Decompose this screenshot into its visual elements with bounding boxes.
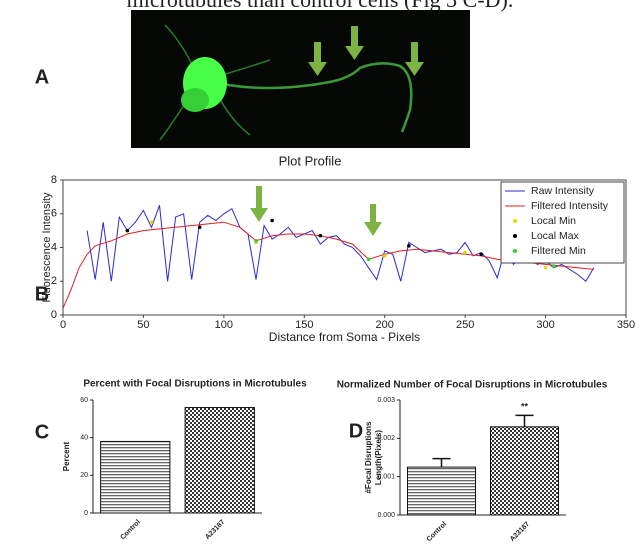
- y-axis-label: Length(Pixels): [374, 430, 383, 485]
- legend-swatch: [513, 234, 517, 238]
- significance-label: **: [521, 402, 529, 412]
- error-bar: [515, 414, 534, 427]
- panel-label: C: [35, 421, 49, 443]
- x-tick-label: A23187: [204, 519, 226, 541]
- body-text: microtubules than control cells (Fig 3 C…: [127, 0, 514, 12]
- y-tick-label: 60: [80, 397, 88, 404]
- legend-label: Filtered Min: [531, 245, 586, 257]
- y-axis-label: #Focal Disruptions: [364, 421, 373, 494]
- x-axis-label: Distance from Soma - Pixels: [269, 330, 420, 344]
- x-tick-label: 50: [137, 319, 149, 331]
- data-point: [366, 257, 371, 262]
- bar: [489, 426, 560, 516]
- data-point: [270, 218, 274, 223]
- data-line: [62, 221, 594, 309]
- legend-label: Filtered Intensity: [531, 200, 609, 212]
- x-tick-label: 150: [295, 319, 313, 331]
- y-tick-label: 0.001: [377, 474, 395, 481]
- data-point: [149, 220, 154, 224]
- legend-box: [500, 181, 625, 264]
- x-tick-label: 0: [60, 319, 66, 331]
- micrograph: [131, 10, 470, 148]
- x-tick-label: 100: [215, 319, 233, 331]
- y-tick-label: 4: [51, 241, 57, 253]
- data-point: [382, 254, 387, 258]
- legend-label: Local Max: [531, 230, 580, 242]
- x-tick-label: 250: [456, 319, 474, 331]
- y-tick-label: 20: [80, 472, 88, 479]
- error-bar: [432, 457, 451, 468]
- data-point: [125, 228, 130, 233]
- bar: [406, 466, 477, 516]
- y-tick-label: 0: [51, 309, 57, 321]
- chart-title: Normalized Number of Focal Disruptions i…: [337, 380, 608, 391]
- legend-swatch: [513, 219, 517, 223]
- data-point: [463, 250, 467, 255]
- x-tick-label: A23187: [509, 521, 531, 543]
- y-tick-label: 0: [84, 510, 88, 517]
- y-tick-label: 2: [51, 275, 57, 287]
- chart-title: Percent with Focal Disruptions in Microt…: [83, 379, 307, 390]
- y-tick-label: 8: [51, 174, 57, 186]
- data-point: [479, 252, 484, 257]
- y-tick-label: 0.000: [377, 512, 395, 519]
- panel-label: D: [349, 420, 363, 442]
- x-tick-label: Control: [119, 519, 142, 542]
- bar: [100, 440, 171, 514]
- data-point: [543, 265, 548, 270]
- y-tick-label: 40: [80, 435, 88, 442]
- data-point: [318, 233, 323, 238]
- panel-label: A: [35, 66, 49, 88]
- x-tick-label: 350: [617, 319, 635, 331]
- data-point: [197, 225, 202, 230]
- y-tick-label: 6: [51, 208, 57, 220]
- legend-label: Raw Intensity: [531, 185, 595, 197]
- data-point: [551, 264, 556, 268]
- arrows: [250, 26, 424, 236]
- panel-label: B: [35, 283, 49, 305]
- x-tick-label: 200: [376, 319, 394, 331]
- chart-title: Plot Profile: [279, 153, 342, 168]
- legend-swatch: [513, 249, 517, 253]
- data-point: [254, 238, 258, 243]
- x-tick-label: Control: [426, 521, 449, 544]
- data-point: [407, 244, 411, 248]
- bar: [184, 407, 255, 514]
- legend-label: Local Min: [531, 215, 576, 227]
- x-tick-label: 300: [536, 319, 554, 331]
- y-axis-label: Percent: [62, 441, 71, 471]
- y-axis-label: Fluorescence Intensity: [41, 192, 53, 303]
- y-tick-label: 0.002: [377, 435, 395, 442]
- y-tick-label: 0.003: [377, 397, 395, 404]
